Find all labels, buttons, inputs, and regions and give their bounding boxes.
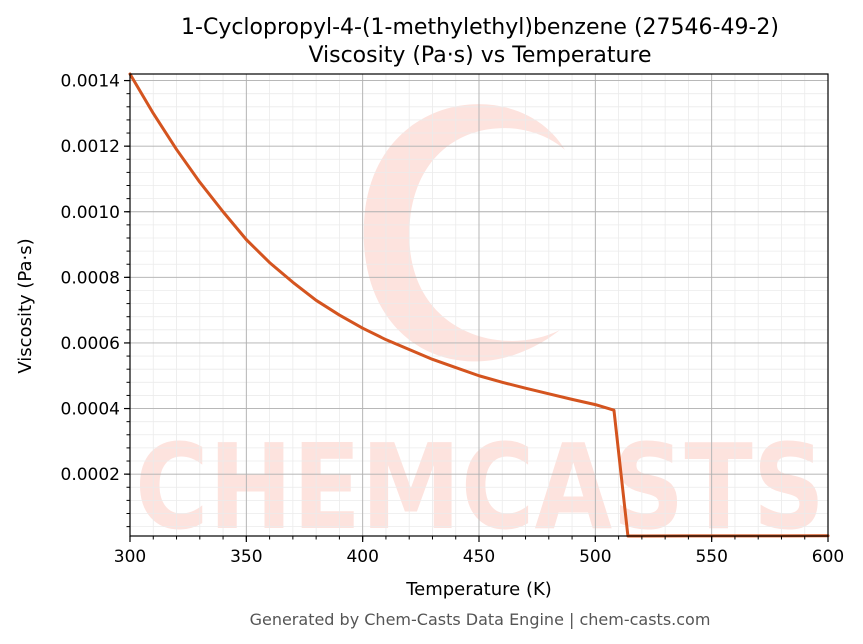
x-tick-label: 550 bbox=[695, 547, 727, 567]
y-tick-label: 0.0010 bbox=[61, 203, 120, 223]
x-tick-label: 350 bbox=[230, 547, 262, 567]
x-axis: 300 350 400 450 500 550 600 bbox=[114, 536, 844, 567]
y-tick-label: 0.0012 bbox=[61, 137, 120, 157]
y-axis-label: Viscosity (Pa·s) bbox=[15, 238, 36, 373]
y-tick-label: 0.0014 bbox=[61, 72, 120, 92]
y-tick-label: 0.0008 bbox=[61, 268, 120, 288]
y-tick-label: 0.0002 bbox=[61, 465, 120, 485]
y-tick-label: 0.0006 bbox=[61, 334, 120, 354]
watermark-logo-icon bbox=[363, 104, 565, 362]
chart-subtitle: Viscosity (Pa·s) vs Temperature bbox=[308, 43, 651, 68]
x-axis-label: Temperature (K) bbox=[405, 579, 552, 600]
x-tick-label: 300 bbox=[114, 547, 146, 567]
y-axis: 0.0002 0.0004 0.0006 0.0008 0.0010 0.0012 0.00… bbox=[61, 72, 130, 528]
x-tick-label: 400 bbox=[346, 547, 378, 567]
y-tick-label: 0.0004 bbox=[61, 400, 120, 420]
x-tick-label: 450 bbox=[463, 547, 495, 567]
chart-title: 1-Cyclopropyl-4-(1-methylethyl)benzene (… bbox=[181, 15, 779, 40]
x-tick-label: 500 bbox=[579, 547, 611, 567]
x-tick-label: 600 bbox=[812, 547, 844, 567]
footer-credit: Generated by Chem-Casts Data Engine | ch… bbox=[250, 610, 711, 629]
